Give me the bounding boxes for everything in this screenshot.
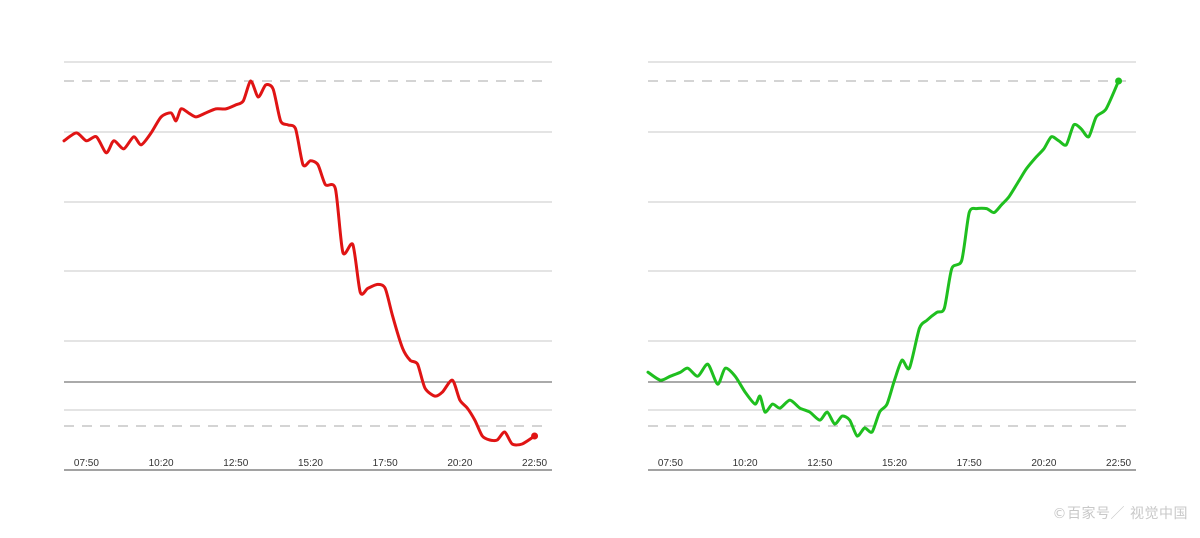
chart-right-svg: 07:50 10:20 12:50 15:20 17:50 20:20 22:50 xyxy=(646,61,1136,471)
chart-left-x-tick-label: 17:50 xyxy=(373,458,398,469)
chart-right-x-tick-label: 07:50 xyxy=(658,458,683,469)
chart-right-series-line xyxy=(646,79,1121,438)
chart-right-x-tick-label: 12:50 xyxy=(807,458,832,469)
chart-right-x-tick-label: 22:50 xyxy=(1106,458,1131,469)
chart-right-x-tick-label: 17:50 xyxy=(957,458,982,469)
watermark-text: ©百家号／ 视觉中国 xyxy=(1052,506,1188,522)
chart-left-svg: 07:50 10:20 12:50 15:20 17:50 20:20 22:50 xyxy=(62,61,552,471)
chart-left-end-point xyxy=(531,432,539,440)
chart-left-x-tick-label: 22:50 xyxy=(522,458,547,469)
chart-left-x-tick-label: 12:50 xyxy=(223,458,248,469)
chart-left: 07:50 10:20 12:50 15:20 17:50 20:20 22:50 xyxy=(0,0,600,533)
chart-right-x-tick-label: 15:20 xyxy=(882,458,907,469)
chart-right-x-tick-label: 10:20 xyxy=(733,458,758,469)
chart-right-x-tick-label: 20:20 xyxy=(1031,458,1056,469)
chart-left-x-tick-label: 07:50 xyxy=(74,458,99,469)
chart-right: 07:50 10:20 12:50 15:20 17:50 20:20 22:50 xyxy=(584,0,1184,533)
chart-left-x-tick-label: 15:20 xyxy=(298,458,323,469)
chart-right-end-point xyxy=(1115,77,1123,85)
chart-left-x-tick-label: 20:20 xyxy=(447,458,472,469)
chart-left-series-line xyxy=(62,79,537,447)
chart-left-x-tick-label: 10:20 xyxy=(149,458,174,469)
